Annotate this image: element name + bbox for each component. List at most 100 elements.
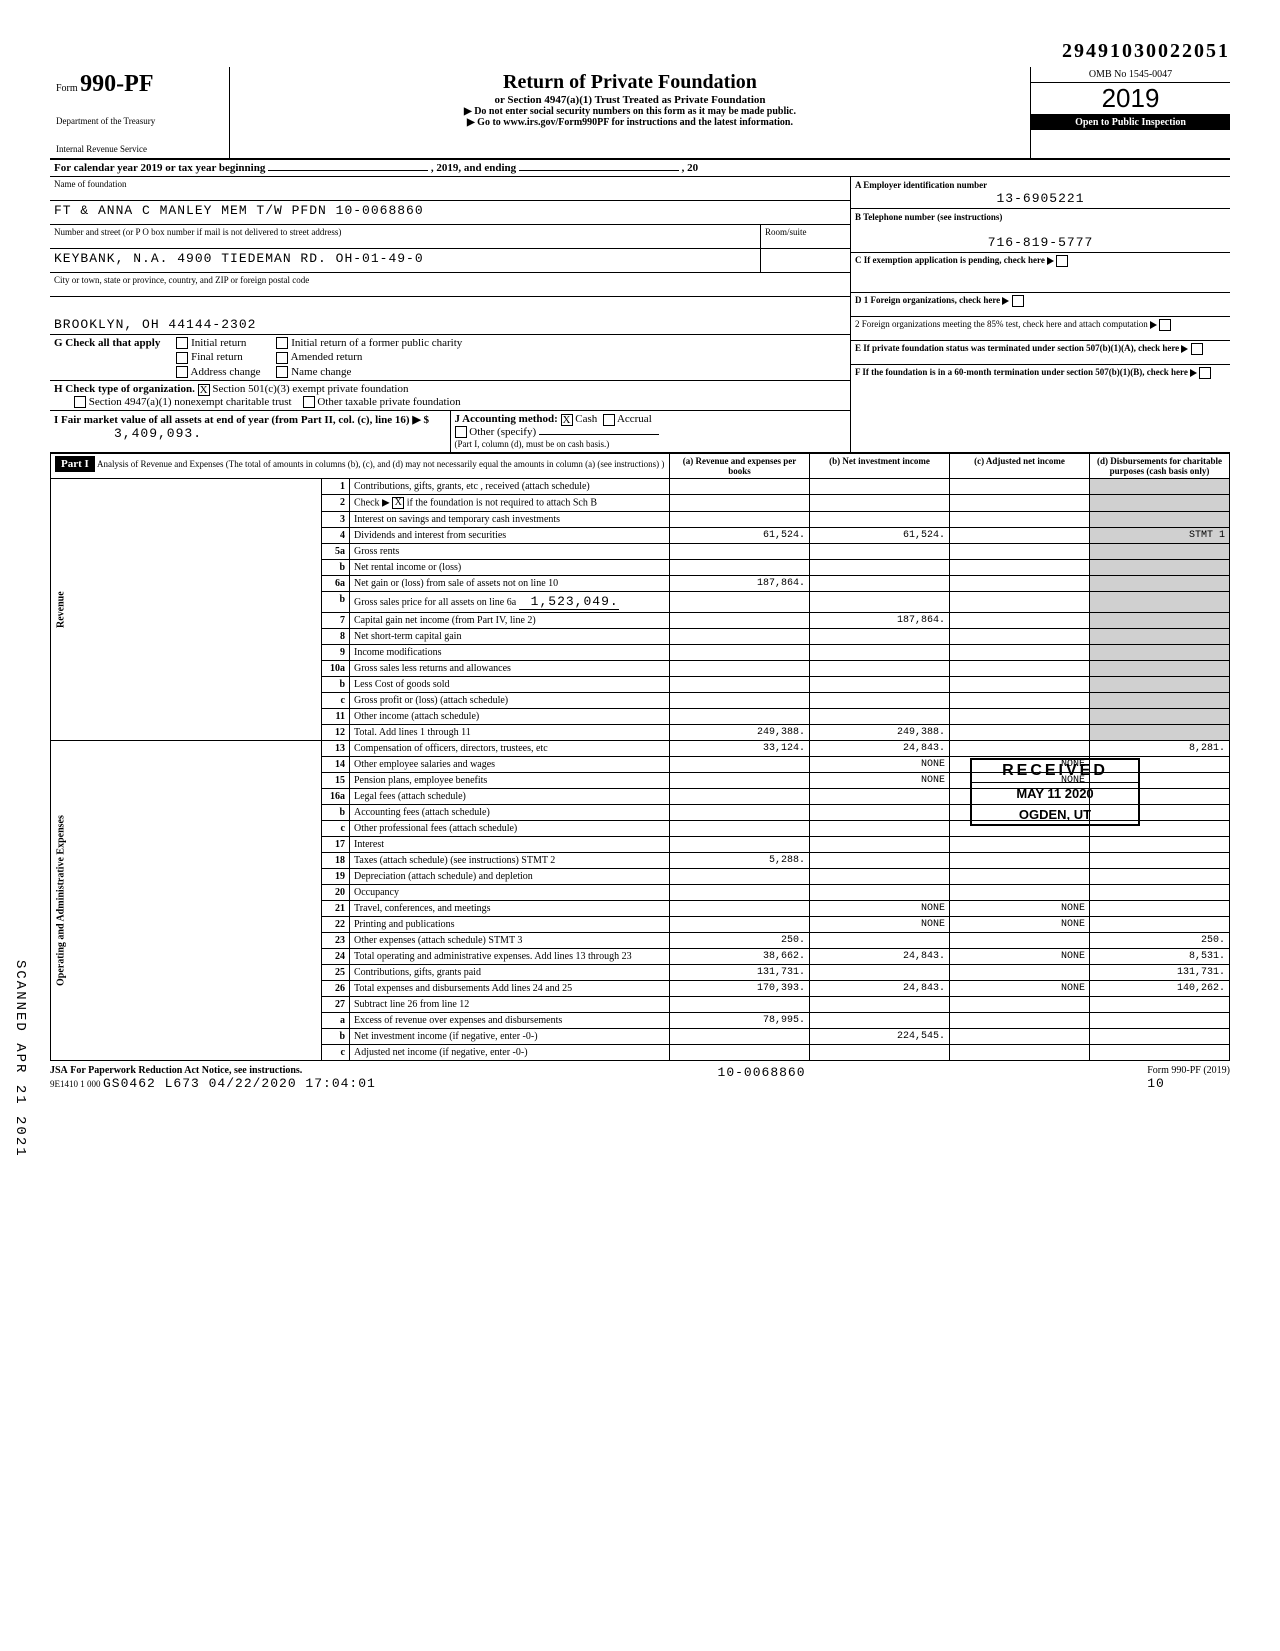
chk-former[interactable] [276,337,288,349]
amount-cell [950,677,1090,693]
chk-othertax[interactable] [303,396,315,408]
arrow-icon [1150,321,1157,329]
chk-cash[interactable]: X [561,414,573,426]
amount-cell [810,821,950,837]
g-label: G Check all that apply [54,337,160,378]
line-desc: Legal fees (attach schedule) [350,789,670,805]
amount-cell [810,544,950,560]
arrow-icon [1047,257,1054,265]
name-label: Name of foundation [50,177,850,201]
chk-other-acct[interactable] [455,426,467,438]
line-desc: Depreciation (attach schedule) and deple… [350,869,670,885]
stamp-received: RECEIVED [970,758,1140,782]
amount-cell [810,933,950,949]
amount-cell [670,821,810,837]
amount-cell: NONE [950,901,1090,917]
chk-4947[interactable] [74,396,86,408]
line-number: c [322,693,350,709]
amount-cell [1090,592,1230,613]
line-desc: Printing and publications [350,917,670,933]
line-number: b [322,1029,350,1045]
line-number: 23 [322,933,350,949]
chk-e[interactable] [1191,343,1203,355]
amount-cell [810,1013,950,1029]
line-desc: Total. Add lines 1 through 11 [350,725,670,741]
amount-cell [670,773,810,789]
chk-d2[interactable] [1159,319,1171,331]
amount-cell: NONE [810,917,950,933]
f-label: F If the foundation is in a 60-month ter… [855,367,1188,377]
amount-cell [1090,544,1230,560]
amount-cell [810,885,950,901]
section-opadmin: Operating and Administrative Expenses [51,741,322,1061]
line-number: 15 [322,773,350,789]
chk-accrual[interactable] [603,414,615,426]
amount-cell: 8,281. [1090,741,1230,757]
chk-c[interactable] [1056,255,1068,267]
chk-d1[interactable] [1012,295,1024,307]
footer-form: Form 990-PF (2019) [1147,1065,1230,1076]
line-desc: Other professional fees (attach schedule… [350,821,670,837]
amount-cell [1090,1029,1230,1045]
amount-cell [950,1029,1090,1045]
cal-text-3: , 20 [682,162,699,174]
amount-cell [950,837,1090,853]
chk-address[interactable] [176,366,188,378]
line-desc: Other employee salaries and wages [350,757,670,773]
amount-cell [670,901,810,917]
open-inspection: Open to Public Inspection [1031,115,1230,130]
line-number: 22 [322,917,350,933]
line-desc: Occupancy [350,885,670,901]
amount-cell [950,576,1090,592]
line-number: 18 [322,853,350,869]
arrow-icon [1002,297,1009,305]
amount-cell [670,512,810,528]
chk-final[interactable] [176,352,188,364]
amount-cell [670,479,810,495]
opt-namechange: Name change [291,366,351,378]
amount-cell [670,837,810,853]
part1-title: Part I [55,456,95,472]
amount-cell: NONE [950,981,1090,997]
h-label: H Check type of organization. [54,383,195,395]
line-number: 8 [322,629,350,645]
chk-amended[interactable] [276,352,288,364]
line-desc: Net short-term capital gain [350,629,670,645]
amount-cell [670,789,810,805]
line-desc: Gross sales price for all assets on line… [350,592,670,613]
line-desc: Travel, conferences, and meetings [350,901,670,917]
j-note: (Part I, column (d), must be on cash bas… [455,439,610,449]
chk-f[interactable] [1199,367,1211,379]
part1-desc: Analysis of Revenue and Expenses (The to… [97,459,664,469]
amount-cell [1090,661,1230,677]
amount-cell [810,495,950,512]
line-number: c [322,821,350,837]
city-label: City or town, state or province, country… [50,273,850,297]
amount-cell: 24,843. [810,981,950,997]
opt-othertax: Other taxable private foundation [317,396,460,408]
col-b: (b) Net investment income [810,454,950,479]
line-number: 1 [322,479,350,495]
amount-cell [670,629,810,645]
amount-cell: NONE [950,949,1090,965]
amount-cell: STMT 1 [1090,528,1230,544]
chk-namechange[interactable] [276,366,288,378]
line-desc: Capital gain net income (from Part IV, l… [350,613,670,629]
amount-cell [950,933,1090,949]
amount-cell [950,629,1090,645]
amount-cell [670,917,810,933]
line-number: b [322,805,350,821]
amount-cell [810,789,950,805]
col-d: (d) Disbursements for charitable purpose… [1090,454,1230,479]
line-number: a [322,1013,350,1029]
col-a: (a) Revenue and expenses per books [670,454,810,479]
line-number: 12 [322,725,350,741]
chk-501c3[interactable]: X [198,384,210,396]
ein-value: 13-6905221 [855,191,1226,206]
line-number: c [322,1045,350,1061]
section-revenue: Revenue [51,479,322,741]
amount-cell [670,661,810,677]
line-desc: Accounting fees (attach schedule) [350,805,670,821]
line-number: 13 [322,741,350,757]
chk-initial[interactable] [176,337,188,349]
